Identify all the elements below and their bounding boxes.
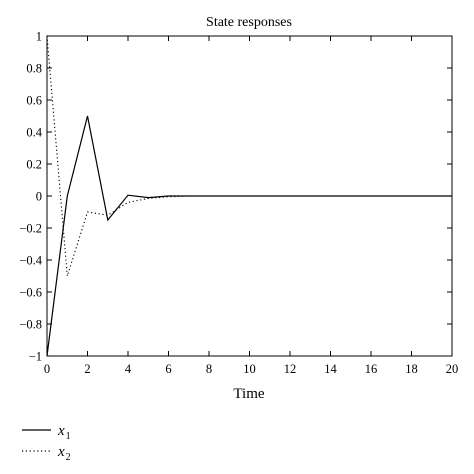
legend-label-base: x — [57, 423, 65, 439]
y-tick-label: −0.8 — [19, 318, 42, 332]
x-tick-label: 4 — [125, 362, 132, 376]
legend-label-base: x — [57, 444, 65, 460]
x-tick-label: 10 — [243, 362, 256, 376]
x-axis-label: Time — [233, 386, 264, 402]
x-tick-label: 20 — [446, 362, 459, 376]
y-tick-label: 1 — [36, 30, 42, 44]
x-tick-label: 18 — [405, 362, 418, 376]
axis-ticks: 0 2 4 6 8 10 12 14 16 18 20 −1 −0.8 −0.6 −0.4 −0.2 0 0.2 0… — [19, 30, 458, 377]
y-tick-label: 0.6 — [26, 94, 42, 108]
y-tick-label: −0.4 — [19, 254, 42, 268]
x-tick-label: 0 — [44, 362, 50, 376]
y-tick-label: 0.8 — [26, 62, 42, 76]
y-tick-label: −0.2 — [19, 222, 42, 236]
y-tick-label: −0.6 — [19, 286, 42, 300]
y-tick-label: −1 — [29, 350, 42, 364]
x-tick-label: 8 — [206, 362, 212, 376]
x-tick-label: 6 — [165, 362, 171, 376]
y-tick-label: 0 — [36, 190, 42, 204]
series-line-x1 — [46, 115, 452, 357]
series-lines — [46, 35, 452, 357]
y-tick-label: 0.4 — [26, 126, 42, 140]
x-tick-label: 2 — [84, 362, 90, 376]
series-line-x2 — [46, 35, 452, 277]
legend-label-x1: x1 — [57, 423, 71, 442]
legend-label-x2: x2 — [57, 444, 71, 463]
x-tick-label: 16 — [365, 362, 378, 376]
y-tick-label: 0.2 — [26, 158, 42, 172]
x-tick-label: 12 — [284, 362, 297, 376]
chart-title: State responses — [206, 15, 292, 30]
x-tick-label: 14 — [324, 362, 337, 376]
legend-label-subscript: 1 — [66, 431, 71, 442]
legend-label-subscript: 2 — [66, 452, 71, 463]
